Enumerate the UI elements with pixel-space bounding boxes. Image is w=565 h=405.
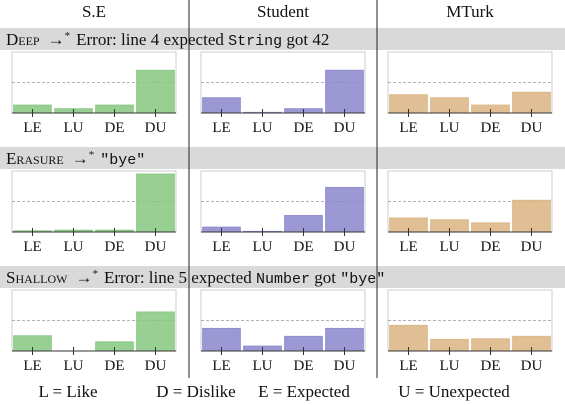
rule-name: Erasure (6, 149, 64, 168)
x-tick-label: DE (481, 120, 501, 136)
bar (136, 173, 175, 233)
column-header: Student (257, 2, 309, 21)
x-tick-label: DE (105, 120, 125, 136)
legend-entry: D = Dislike (156, 382, 235, 401)
row-header: Deep →* Error: line 4 expected String got … (6, 30, 329, 50)
row-header: Erasure →* "bye" (6, 149, 145, 169)
rule-name: Deep (6, 30, 40, 49)
bar (512, 199, 551, 233)
row-header: Shallow →* Error: line 5 expected Number g… (6, 268, 385, 288)
x-tick-label: DE (481, 358, 501, 374)
legend-entry: E = Expected (258, 382, 350, 401)
x-tick-label: DE (294, 120, 314, 136)
result-text: Error: line 4 expected (76, 30, 228, 49)
row-band (0, 147, 565, 169)
x-tick-label: DE (105, 239, 125, 255)
x-tick-label: DU (145, 358, 167, 374)
x-tick-label: LU (253, 120, 273, 136)
row-band (0, 266, 565, 288)
x-tick-label: DU (521, 358, 543, 374)
x-tick-label: LU (440, 120, 460, 136)
code: Number (256, 271, 310, 288)
x-tick-label: DU (145, 120, 167, 136)
x-tick-label: DU (145, 239, 167, 255)
bar (136, 311, 175, 352)
bar (136, 69, 175, 114)
arrow: → (75, 268, 92, 287)
legend-entry: U = Unexpected (398, 382, 510, 401)
code: String (228, 33, 282, 50)
x-tick-label: LE (23, 120, 41, 136)
x-tick-label: DU (521, 239, 543, 255)
x-tick-label: LU (64, 239, 84, 255)
x-tick-label: LE (23, 239, 41, 255)
x-tick-label: DE (294, 239, 314, 255)
x-tick-label: LE (399, 120, 417, 136)
star: * (92, 268, 98, 280)
arrow: → (72, 149, 89, 168)
star: * (89, 149, 95, 161)
x-tick-label: LE (212, 120, 230, 136)
x-tick-label: DE (481, 239, 501, 255)
x-tick-label: LE (399, 239, 417, 255)
x-tick-label: LU (64, 358, 84, 374)
x-tick-label: DU (334, 239, 356, 255)
result-text: got 42 (282, 30, 329, 49)
x-tick-label: LU (440, 358, 460, 374)
row-band (0, 28, 565, 50)
x-tick-label: LU (440, 239, 460, 255)
x-tick-label: LU (253, 358, 273, 374)
x-tick-label: LE (399, 358, 417, 374)
arrow: → (48, 30, 65, 49)
x-tick-label: DU (334, 358, 356, 374)
x-tick-label: DE (105, 358, 125, 374)
bar (325, 186, 364, 233)
column-header: S.E (82, 2, 106, 21)
result-text: got (310, 268, 340, 287)
x-tick-label: LE (212, 239, 230, 255)
rule-name: Shallow (6, 268, 68, 287)
star: * (65, 30, 71, 42)
x-tick-label: LE (212, 358, 230, 374)
code: "bye" (100, 152, 145, 169)
bar (325, 69, 364, 114)
legend-entry: L = Like (39, 382, 98, 401)
x-tick-label: DU (521, 120, 543, 136)
result-text: Error: line 5 expected (104, 268, 256, 287)
x-tick-label: LU (64, 120, 84, 136)
x-tick-label: LE (23, 358, 41, 374)
column-header: MTurk (446, 2, 494, 21)
x-tick-label: DE (294, 358, 314, 374)
code: "bye" (340, 271, 385, 288)
x-tick-label: LU (253, 239, 273, 255)
x-tick-label: DU (334, 120, 356, 136)
